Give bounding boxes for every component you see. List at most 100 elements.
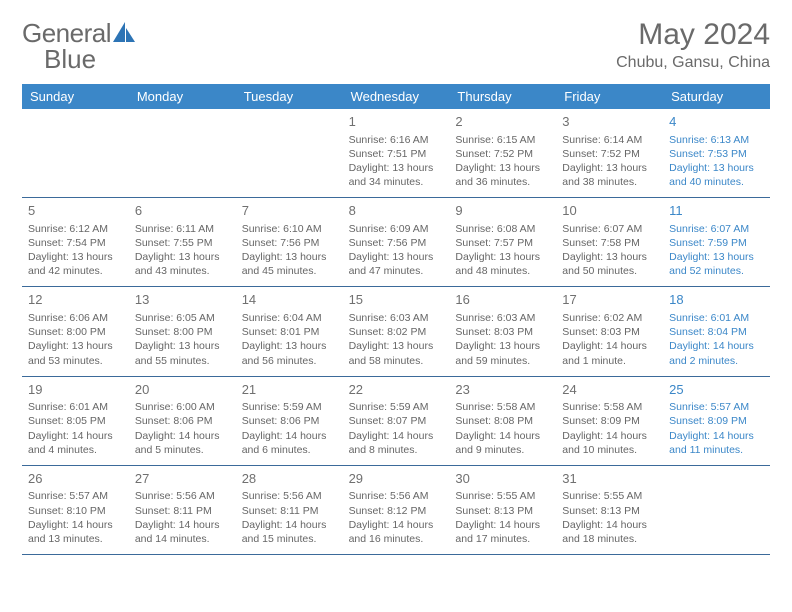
sunrise-line: Sunrise: 6:10 AM: [242, 222, 337, 236]
calendar-day: 19Sunrise: 6:01 AMSunset: 8:05 PMDayligh…: [22, 377, 129, 465]
daylight-line: Daylight: 14 hours and 11 minutes.: [669, 429, 764, 457]
weekday-wed: Wednesday: [343, 84, 450, 109]
daylight-line: Daylight: 13 hours and 59 minutes.: [455, 339, 550, 367]
calendar-day: 10Sunrise: 6:07 AMSunset: 7:58 PMDayligh…: [556, 198, 663, 286]
calendar-day: 4 Sunrise: 6:13 AMSunset: 7:53 PMDaylight…: [663, 109, 770, 197]
day-number: 12: [28, 291, 123, 309]
daylight-line: Daylight: 14 hours and 18 minutes.: [562, 518, 657, 546]
calendar-week: 19Sunrise: 6:01 AMSunset: 8:05 PMDayligh…: [22, 377, 770, 466]
day-number: 31: [562, 470, 657, 488]
daylight-line: Daylight: 13 hours and 38 minutes.: [562, 161, 657, 189]
day-number: 3: [562, 113, 657, 131]
day-number: 28: [242, 470, 337, 488]
sunrise-line: Sunrise: 5:57 AM: [28, 489, 123, 503]
calendar-day: 2Sunrise: 6:15 AMSunset: 7:52 PMDaylight…: [449, 109, 556, 197]
calendar-day: 11Sunrise: 6:07 AMSunset: 7:59 PMDayligh…: [663, 198, 770, 286]
day-number: 4: [669, 113, 764, 131]
day-number: 29: [349, 470, 444, 488]
calendar-day: [129, 109, 236, 197]
day-number: 21: [242, 381, 337, 399]
calendar-day: 8Sunrise: 6:09 AMSunset: 7:56 PMDaylight…: [343, 198, 450, 286]
daylight-line: Daylight: 13 hours and 48 minutes.: [455, 250, 550, 278]
calendar-day: 29Sunrise: 5:56 AMSunset: 8:12 PMDayligh…: [343, 466, 450, 554]
sunset-line: Sunset: 7:59 PM: [669, 236, 764, 250]
calendar-day: 3Sunrise: 6:14 AMSunset: 7:52 PMDaylight…: [556, 109, 663, 197]
sunrise-line: Sunrise: 6:09 AM: [349, 222, 444, 236]
day-number: 30: [455, 470, 550, 488]
weekday-header: Sunday Monday Tuesday Wednesday Thursday…: [22, 84, 770, 109]
day-number: 5: [28, 202, 123, 220]
calendar-week: 12Sunrise: 6:06 AMSunset: 8:00 PMDayligh…: [22, 287, 770, 376]
sunrise-line: Sunrise: 6:06 AM: [28, 311, 123, 325]
daylight-line: Daylight: 14 hours and 2 minutes.: [669, 339, 764, 367]
weekday-fri: Friday: [556, 84, 663, 109]
day-number: 2: [455, 113, 550, 131]
daylight-line: Daylight: 14 hours and 8 minutes.: [349, 429, 444, 457]
day-number: 19: [28, 381, 123, 399]
sunrise-line: Sunrise: 6:11 AM: [135, 222, 230, 236]
brand-name-b: Blue: [44, 44, 96, 75]
day-number: 14: [242, 291, 337, 309]
daylight-line: Daylight: 13 hours and 52 minutes.: [669, 250, 764, 278]
daylight-line: Daylight: 14 hours and 6 minutes.: [242, 429, 337, 457]
sunset-line: Sunset: 8:13 PM: [455, 504, 550, 518]
calendar-day: 9Sunrise: 6:08 AMSunset: 7:57 PMDaylight…: [449, 198, 556, 286]
day-number: 1: [349, 113, 444, 131]
daylight-line: Daylight: 14 hours and 10 minutes.: [562, 429, 657, 457]
daylight-line: Daylight: 13 hours and 56 minutes.: [242, 339, 337, 367]
calendar-day: 26Sunrise: 5:57 AMSunset: 8:10 PMDayligh…: [22, 466, 129, 554]
sunrise-line: Sunrise: 6:05 AM: [135, 311, 230, 325]
sunrise-line: Sunrise: 6:15 AM: [455, 133, 550, 147]
daylight-line: Daylight: 14 hours and 14 minutes.: [135, 518, 230, 546]
calendar-body: 1Sunrise: 6:16 AMSunset: 7:51 PMDaylight…: [22, 109, 770, 555]
sunrise-line: Sunrise: 5:57 AM: [669, 400, 764, 414]
daylight-line: Daylight: 13 hours and 40 minutes.: [669, 161, 764, 189]
sunset-line: Sunset: 7:53 PM: [669, 147, 764, 161]
sunrise-line: Sunrise: 5:56 AM: [349, 489, 444, 503]
calendar-day: 18Sunrise: 6:01 AMSunset: 8:04 PMDayligh…: [663, 287, 770, 375]
day-number: 10: [562, 202, 657, 220]
day-number: 25: [669, 381, 764, 399]
daylight-line: Daylight: 14 hours and 15 minutes.: [242, 518, 337, 546]
sunset-line: Sunset: 8:07 PM: [349, 414, 444, 428]
daylight-line: Daylight: 13 hours and 47 minutes.: [349, 250, 444, 278]
sail-icon: [113, 18, 135, 49]
sunset-line: Sunset: 8:03 PM: [455, 325, 550, 339]
daylight-line: Daylight: 14 hours and 17 minutes.: [455, 518, 550, 546]
sunset-line: Sunset: 7:54 PM: [28, 236, 123, 250]
sunrise-line: Sunrise: 6:13 AM: [669, 133, 764, 147]
sunset-line: Sunset: 8:00 PM: [135, 325, 230, 339]
sunset-line: Sunset: 7:58 PM: [562, 236, 657, 250]
day-number: 15: [349, 291, 444, 309]
calendar-day: [236, 109, 343, 197]
day-number: 26: [28, 470, 123, 488]
daylight-line: Daylight: 13 hours and 58 minutes.: [349, 339, 444, 367]
calendar-day: 1Sunrise: 6:16 AMSunset: 7:51 PMDaylight…: [343, 109, 450, 197]
sunrise-line: Sunrise: 5:58 AM: [455, 400, 550, 414]
sunrise-line: Sunrise: 5:59 AM: [242, 400, 337, 414]
day-number: 13: [135, 291, 230, 309]
calendar-day: 28Sunrise: 5:56 AMSunset: 8:11 PMDayligh…: [236, 466, 343, 554]
header: General May 2024 Chubu, Gansu, China: [22, 18, 770, 72]
daylight-line: Daylight: 13 hours and 55 minutes.: [135, 339, 230, 367]
calendar-day: 14Sunrise: 6:04 AMSunset: 8:01 PMDayligh…: [236, 287, 343, 375]
sunset-line: Sunset: 8:13 PM: [562, 504, 657, 518]
calendar-day: 5Sunrise: 6:12 AMSunset: 7:54 PMDaylight…: [22, 198, 129, 286]
title-block: May 2024 Chubu, Gansu, China: [616, 18, 770, 72]
calendar-day: 31Sunrise: 5:55 AMSunset: 8:13 PMDayligh…: [556, 466, 663, 554]
sunset-line: Sunset: 8:05 PM: [28, 414, 123, 428]
calendar-day: 13 Sunrise: 6:05 AMSunset: 8:00 PMDayligh…: [129, 287, 236, 375]
calendar-day: [663, 466, 770, 554]
daylight-line: Daylight: 14 hours and 4 minutes.: [28, 429, 123, 457]
sunset-line: Sunset: 7:56 PM: [242, 236, 337, 250]
weekday-sat: Saturday: [663, 84, 770, 109]
sunrise-line: Sunrise: 6:00 AM: [135, 400, 230, 414]
sunrise-line: Sunrise: 6:04 AM: [242, 311, 337, 325]
sunrise-line: Sunrise: 5:58 AM: [562, 400, 657, 414]
sunset-line: Sunset: 7:52 PM: [455, 147, 550, 161]
daylight-line: Daylight: 14 hours and 16 minutes.: [349, 518, 444, 546]
sunset-line: Sunset: 8:10 PM: [28, 504, 123, 518]
day-number: 24: [562, 381, 657, 399]
sunset-line: Sunset: 7:52 PM: [562, 147, 657, 161]
calendar-day: 12Sunrise: 6:06 AMSunset: 8:00 PMDayligh…: [22, 287, 129, 375]
